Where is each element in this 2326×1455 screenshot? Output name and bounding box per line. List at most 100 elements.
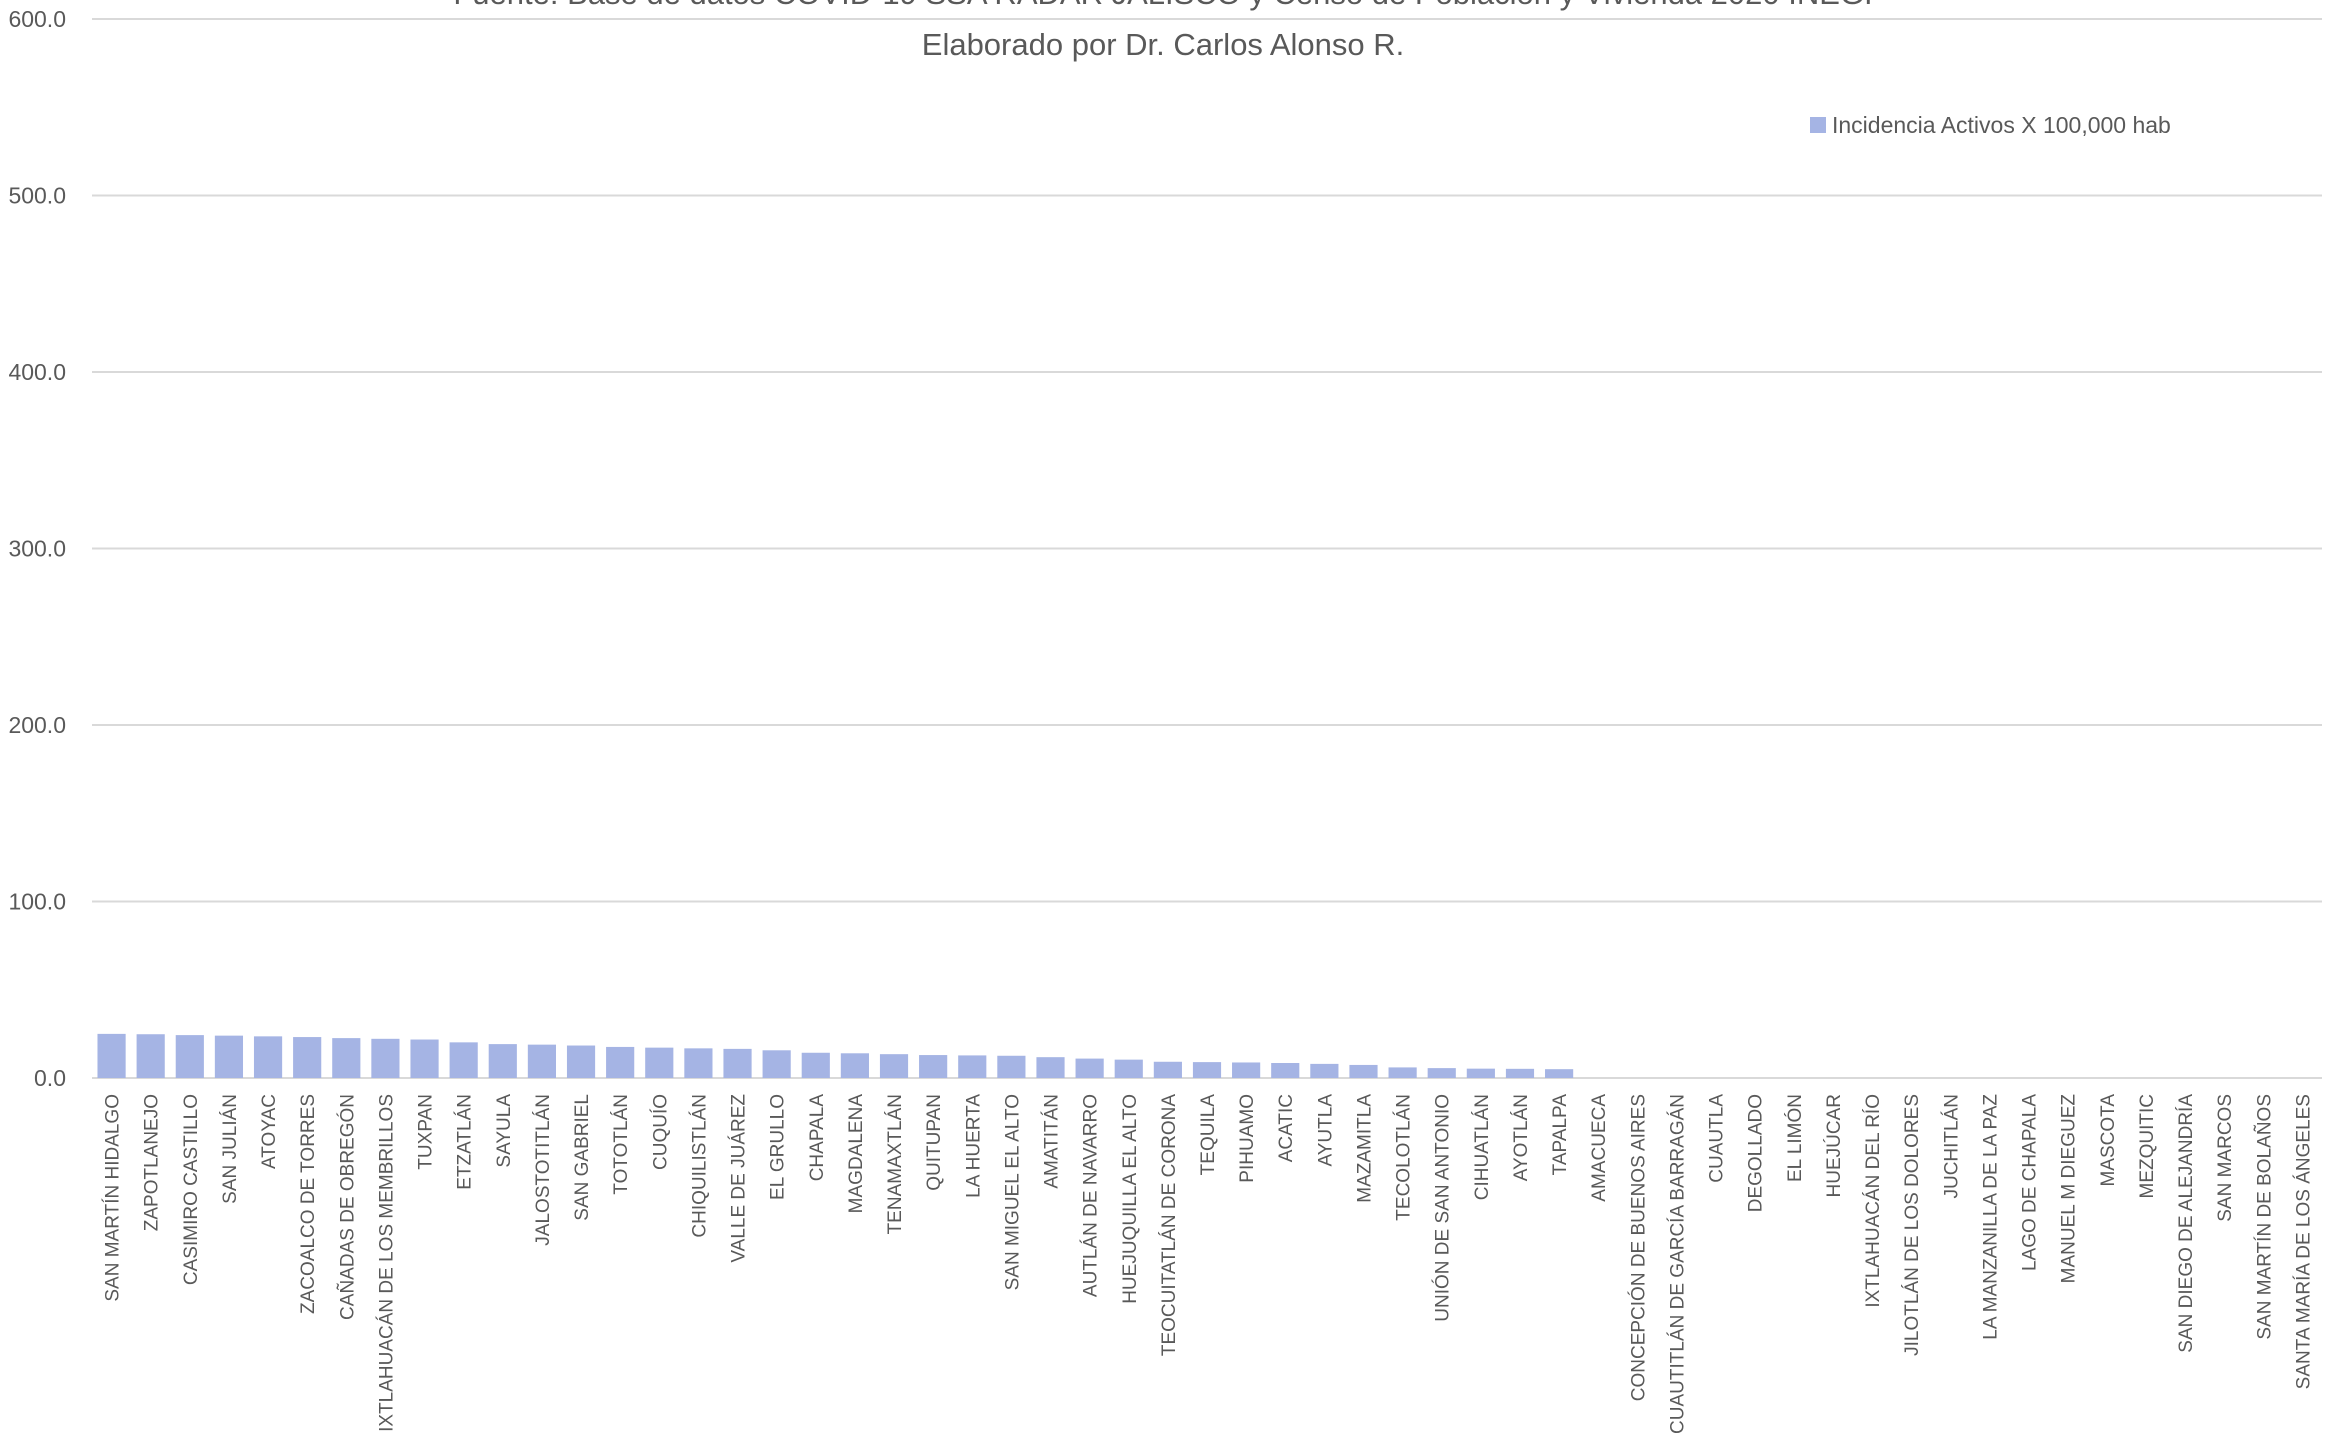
x-tick-label: UNIÓN DE SAN ANTONIO [1432, 1094, 1454, 1322]
x-tick-label: ZACOALCO DE TORRES [298, 1094, 319, 1314]
bar [645, 1047, 674, 1078]
x-tick-label: SAYULA [494, 1094, 515, 1168]
bar [97, 1033, 126, 1078]
bar [1505, 1068, 1535, 1078]
bar [332, 1038, 361, 1078]
x-tick-label: ETZATLÁN [455, 1094, 476, 1190]
x-tick-label: MANUEL M DIEGUEZ [2059, 1094, 2080, 1284]
x-tick-label: TEQUILA [1198, 1094, 1219, 1176]
x-tick-label: CUAUTITLÁN DE GARCÍA BARRAGÁN [1667, 1094, 1688, 1434]
bar [1036, 1057, 1065, 1078]
bar [1466, 1068, 1495, 1078]
x-tick-label: ACATIC [1276, 1094, 1297, 1162]
x-tick-label: CIHUATLÁN [1472, 1094, 1493, 1200]
x-tick-label: CHAPALA [807, 1094, 828, 1182]
bar [371, 1038, 400, 1078]
x-tick-label: SAN GABRIEL [572, 1094, 593, 1221]
x-tick-label: AMACUECA [1589, 1094, 1610, 1202]
bar [919, 1055, 948, 1078]
y-tick-label: 300.0 [8, 536, 66, 562]
x-tick-label: AUTLÁN DE NAVARRO [1081, 1094, 1102, 1297]
x-tick-label: CHIQUILISTLÁN [689, 1094, 710, 1238]
x-tick-label: HUEJUQUILLA EL ALTO [1120, 1094, 1141, 1304]
x-tick-label: IXTLAHUACÁN DE LOS MEMBRILLOS [376, 1094, 397, 1432]
x-tick-label: EL LIMÓN [1784, 1094, 1806, 1182]
x-tick-label: MAGDALENA [846, 1094, 867, 1214]
bar [1114, 1059, 1143, 1078]
x-tick-label: LAGO DE CHAPALA [2020, 1094, 2041, 1271]
y-tick-label: 100.0 [8, 889, 66, 915]
x-tick-label: JILOTLÁN DE LOS DOLORES [1902, 1094, 1923, 1356]
x-tick-label: QUITUPAN [924, 1094, 945, 1191]
bar [801, 1052, 830, 1078]
y-tick-label: 600.0 [8, 6, 66, 32]
x-tick-label: TOTOTLÁN [611, 1094, 632, 1195]
x-tick-label: MEZQUITIC [2137, 1094, 2158, 1199]
x-tick-label: JUCHITLÁN [1941, 1094, 1962, 1199]
y-tick-label: 500.0 [8, 183, 66, 209]
legend-swatch [1810, 117, 1826, 133]
x-tick-label: LA HUERTA [963, 1094, 984, 1198]
x-tick-label: SAN MARTÍN HIDALGO [103, 1094, 124, 1302]
x-tick-label: MAZAMITLA [1354, 1094, 1375, 1203]
bar [136, 1034, 165, 1078]
x-tick-label: HUEJÚCAR [1823, 1094, 1845, 1197]
x-tick-label: ATOYAC [259, 1094, 280, 1169]
bar [1545, 1069, 1574, 1078]
x-tick-label: DEGOLLADO [1746, 1094, 1767, 1212]
x-tick-label: TEOCUITATLÁN DE CORONA [1159, 1094, 1180, 1356]
bar [1349, 1064, 1378, 1078]
x-tick-label: PIHUAMO [1237, 1094, 1258, 1183]
bar [1388, 1067, 1417, 1078]
bar [840, 1053, 869, 1078]
bar [449, 1042, 478, 1078]
x-tick-label: CUQUÍO [650, 1094, 671, 1170]
bar [1271, 1062, 1300, 1078]
x-axis-ticks: SAN MARTÍN HIDALGO ZAPOTLANEJO CASIMIRO CA… [103, 1094, 2315, 1434]
bar [1427, 1068, 1456, 1078]
y-tick-label: 200.0 [8, 712, 66, 738]
bar [606, 1046, 635, 1078]
x-tick-label: CAÑADAS DE OBREGÓN [336, 1094, 358, 1320]
x-tick-label: LA MANZANILLA DE LA PAZ [1980, 1094, 2001, 1340]
x-tick-label: AYUTLA [1315, 1094, 1336, 1167]
x-tick-label: IXTLAHUACÁN DEL RÍO [1863, 1094, 1884, 1308]
bar [1153, 1061, 1182, 1078]
x-tick-label: TAPALPA [1550, 1094, 1571, 1176]
y-tick-label: 400.0 [8, 359, 66, 385]
x-tick-label: SAN MARTÍN DE BOLAÑOS [2253, 1094, 2275, 1340]
bar [879, 1054, 909, 1078]
bar [527, 1044, 556, 1078]
x-tick-label: CONCEPCIÓN DE BUENOS AIRES [1627, 1094, 1649, 1401]
bar [1310, 1063, 1339, 1078]
x-tick-label: SAN MARCOS [2215, 1094, 2236, 1222]
x-tick-label: EL GRULLO [768, 1094, 789, 1200]
bar [958, 1055, 987, 1078]
legend-label: Incidencia Activos X 100,000 hab [1832, 112, 2171, 138]
x-tick-label: CASIMIRO CASTILLO [181, 1094, 202, 1285]
bar [723, 1048, 752, 1078]
bar [1075, 1058, 1104, 1078]
chart-subtitle-line-2: Elaborado por Dr. Carlos Alonso R. [922, 27, 1404, 62]
bar [488, 1044, 517, 1078]
x-tick-label: SAN DIEGO DE ALEJANDRÍA [2176, 1094, 2197, 1353]
bar [293, 1037, 322, 1078]
bar [253, 1036, 283, 1078]
bar [214, 1035, 244, 1078]
x-tick-label: SAN JULIÁN [220, 1094, 241, 1204]
y-axis-ticks: 0.0 100.0 200.0 300.0 400.0 500.0 600.0 [8, 6, 66, 1091]
x-tick-label: CUAUTLA [1707, 1094, 1728, 1183]
bar [684, 1048, 713, 1078]
x-tick-label: AMATITÁN [1042, 1094, 1063, 1189]
x-tick-label: SAN MIGUEL EL ALTO [1002, 1094, 1023, 1290]
bar [1192, 1062, 1222, 1078]
bar [1232, 1062, 1261, 1078]
y-tick-label: 0.0 [34, 1065, 66, 1091]
bar [762, 1050, 791, 1078]
x-tick-label: VALLE DE JUÁREZ [729, 1094, 750, 1263]
x-tick-label: TECOLOTLÁN [1394, 1094, 1415, 1221]
x-tick-label: TUXPAN [416, 1094, 437, 1170]
legend: Incidencia Activos X 100,000 hab [1810, 112, 2171, 138]
